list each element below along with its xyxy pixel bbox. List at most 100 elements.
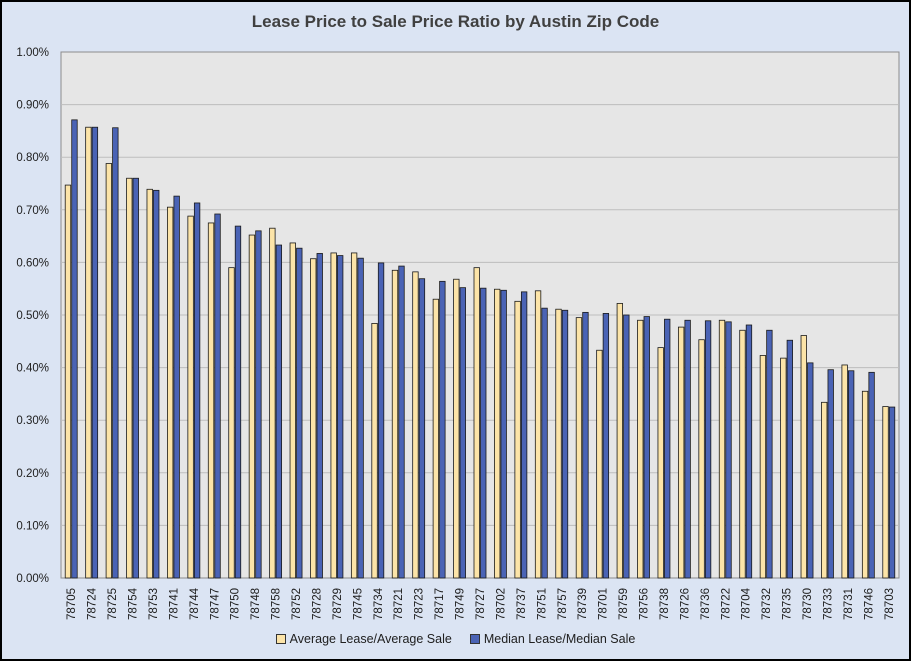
x-tick-label: 78746 xyxy=(863,588,875,620)
x-tick-label: 78744 xyxy=(189,587,201,620)
bar-median xyxy=(418,278,426,579)
bar-average xyxy=(228,267,235,579)
x-tick-label: 78739 xyxy=(577,588,589,620)
bar-median xyxy=(459,287,466,579)
bar-median xyxy=(684,319,691,579)
bar-average xyxy=(432,298,440,579)
x-tick-label: 78731 xyxy=(843,588,855,620)
bar-average xyxy=(575,317,583,579)
x-tick-label: 78729 xyxy=(332,588,344,620)
bar-average xyxy=(167,206,174,579)
x-tick-label: 78703 xyxy=(884,588,896,620)
bar-median xyxy=(398,265,405,579)
bar-median xyxy=(766,329,773,579)
x-tick-label: 78723 xyxy=(414,588,426,620)
bar-median xyxy=(377,262,385,579)
bar-average xyxy=(861,390,869,579)
bar-average xyxy=(146,188,153,579)
y-tick-label: 0.10% xyxy=(16,520,49,532)
x-tick-label: 78735 xyxy=(782,588,794,620)
bar-median xyxy=(91,126,99,579)
x-tick-label: 78737 xyxy=(516,588,528,620)
bar-average xyxy=(289,242,296,579)
bar-average xyxy=(494,288,501,579)
bar-median xyxy=(868,371,875,579)
x-tick-label: 78757 xyxy=(557,588,569,620)
bar-median xyxy=(848,370,855,579)
bar-average xyxy=(780,357,787,579)
bar-median xyxy=(520,291,528,579)
x-tick-label: 78753 xyxy=(148,588,160,620)
x-tick-label: 78730 xyxy=(802,588,814,620)
bar-average xyxy=(718,319,726,579)
bar-median xyxy=(664,318,671,579)
bar-average xyxy=(800,335,807,579)
bar-median xyxy=(704,320,712,579)
bar-average xyxy=(514,300,521,579)
legend-label-median: Median Lease/Median Sale xyxy=(483,632,636,646)
x-tick-label: 78704 xyxy=(741,587,753,620)
y-tick-label: 0.60% xyxy=(16,257,49,269)
x-tick-label: 78754 xyxy=(128,587,140,620)
x-tick-label: 78701 xyxy=(598,588,610,620)
x-tick-label: 78733 xyxy=(822,588,834,620)
x-tick-label: 78749 xyxy=(455,588,467,620)
bar-average xyxy=(882,406,889,579)
bar-average xyxy=(637,319,644,579)
bar-median xyxy=(337,255,344,579)
x-tick-label: 78727 xyxy=(475,588,487,620)
bar-median xyxy=(623,314,630,579)
bar-median xyxy=(582,311,589,579)
chart-title: Lease Price to Sale Price Ratio by Austi… xyxy=(251,12,660,31)
y-tick-label: 0.30% xyxy=(16,415,49,427)
bar-average xyxy=(821,401,828,579)
bar-median xyxy=(500,289,507,579)
x-tick-label: 78751 xyxy=(536,588,548,620)
x-tick-label: 78721 xyxy=(393,588,405,620)
bar-average xyxy=(310,258,317,579)
x-tick-label: 78748 xyxy=(250,588,262,620)
bar-median xyxy=(357,257,364,579)
bar-average xyxy=(391,269,399,579)
x-tick-label: 78759 xyxy=(618,588,630,620)
bar-average xyxy=(269,227,276,579)
bar-median xyxy=(643,316,650,579)
x-tick-label: 78732 xyxy=(761,588,773,620)
bar-median xyxy=(888,406,896,579)
bar-average xyxy=(596,349,603,579)
bar-average xyxy=(677,326,685,579)
bar-average xyxy=(473,267,480,579)
bar-median xyxy=(786,339,793,579)
bar-median xyxy=(112,127,119,579)
y-tick-label: 0.40% xyxy=(16,363,49,375)
bar-median xyxy=(296,247,303,579)
bar-average xyxy=(85,126,92,579)
x-tick-label: 78741 xyxy=(168,588,180,620)
legend-item-median: Median Lease/Median Sale xyxy=(469,632,636,646)
bar-average xyxy=(657,347,664,579)
bar-average xyxy=(207,222,215,579)
bar-average xyxy=(330,252,337,579)
x-tick-label: 78705 xyxy=(66,588,78,620)
x-tick-label: 78756 xyxy=(639,588,651,620)
bar-median xyxy=(316,253,323,579)
bar-average xyxy=(453,278,460,579)
bar-median xyxy=(214,213,221,579)
legend-label-average: Average Lease/Average Sale xyxy=(289,632,452,646)
bar-average xyxy=(187,215,194,579)
x-tick-label: 78722 xyxy=(720,588,732,620)
y-tick-label: 0.80% xyxy=(16,152,49,164)
x-tick-label: 78738 xyxy=(659,588,671,620)
bar-average xyxy=(105,163,112,579)
bar-median xyxy=(234,225,242,579)
bar-median xyxy=(153,189,160,579)
bar-median xyxy=(725,321,732,579)
x-tick-label: 78717 xyxy=(434,588,446,620)
bar-median xyxy=(602,313,610,579)
y-tick-label: 1.00% xyxy=(16,47,49,59)
bar-median xyxy=(193,202,201,579)
y-tick-label: 0.50% xyxy=(16,310,49,322)
bar-average xyxy=(412,271,419,579)
x-tick-label: 78724 xyxy=(87,587,99,620)
